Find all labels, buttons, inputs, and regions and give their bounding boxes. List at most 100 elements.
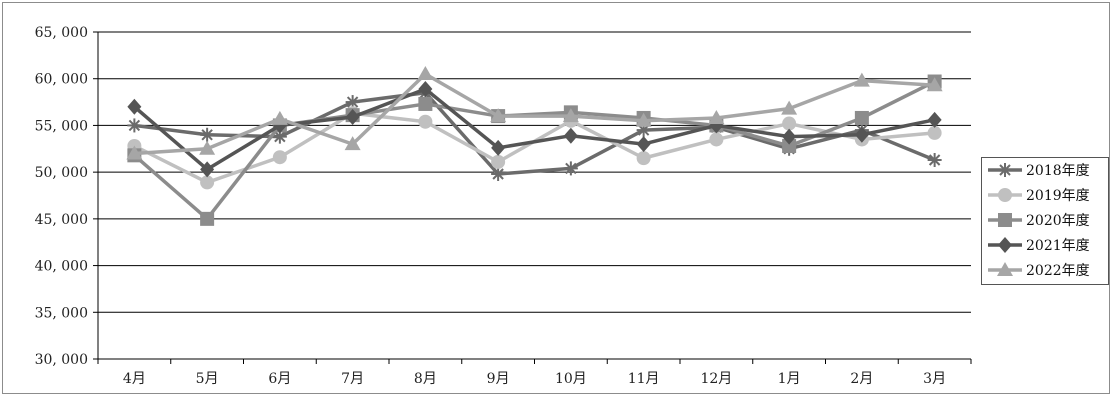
data-point — [782, 116, 797, 131]
y-tick-label: 65, 000 — [35, 25, 88, 41]
data-point — [271, 110, 288, 125]
data-point — [127, 98, 142, 115]
series-line — [134, 72, 935, 156]
data-point — [490, 108, 507, 123]
x-tick-label: 9月 — [487, 371, 510, 387]
series-line — [133, 79, 936, 221]
data-point — [417, 66, 434, 81]
legend-item: 2018年度 — [982, 158, 1108, 183]
data-point — [200, 211, 215, 226]
x-tick-label: 2月 — [850, 371, 873, 387]
data-point — [854, 110, 869, 125]
data-point — [927, 125, 942, 140]
data-point — [998, 163, 1012, 178]
legend-label-2018: 2018年度 — [1026, 163, 1090, 180]
data-point — [998, 188, 1012, 203]
data-point — [998, 236, 1012, 253]
y-tick-label: 55, 000 — [35, 118, 88, 134]
data-point — [635, 112, 652, 127]
data-point — [562, 108, 579, 123]
data-point — [781, 100, 798, 115]
legend-swatch-2018 — [988, 163, 1022, 178]
x-tick-label: 11月 — [628, 371, 660, 387]
data-point — [708, 109, 725, 124]
series-lines — [126, 66, 943, 226]
legend-swatch-2019 — [988, 188, 1022, 203]
legend-marker — [998, 163, 1012, 178]
legend: 2018年度 2019年度 2020年度 2021年度 2022年度 — [981, 157, 1109, 285]
y-tick-labels: 30, 000 35, 000 40, 000 45, 000 50, 000 55, 0… — [35, 25, 88, 368]
data-point-stroke — [346, 96, 359, 108]
data-point-stroke — [565, 162, 577, 175]
x-tick-label: 5月 — [196, 371, 219, 387]
legend-marker — [998, 212, 1012, 227]
legend-label-2021: 2021年度 — [1026, 237, 1090, 254]
legend-item: 2020年度 — [982, 208, 1108, 233]
data-point — [563, 161, 578, 176]
data-point — [272, 150, 287, 165]
data-point — [927, 111, 942, 128]
x-tick-label: 1月 — [778, 371, 801, 387]
data-point — [345, 109, 360, 126]
x-tick-label: 4月 — [123, 371, 146, 387]
data-point — [200, 127, 215, 142]
legend-swatch-2022 — [988, 261, 1022, 276]
data-point — [782, 138, 797, 153]
data-point-stroke — [492, 168, 504, 180]
legend-label-2022: 2022年度 — [1026, 262, 1090, 279]
data-point-stroke — [928, 154, 941, 166]
y-tick-label: 50, 000 — [35, 165, 88, 181]
x-tick-label: 10月 — [555, 371, 587, 387]
x-tick-label: 8月 — [414, 371, 437, 387]
data-point-stroke — [637, 124, 650, 136]
x-tick-labels: 4月 5月 6月 7月 8月 9月 10月 11月 12月 1月 2月 3月 — [123, 371, 946, 387]
legend-marker — [998, 236, 1012, 253]
axes — [93, 31, 972, 364]
line-chart: 30, 000 35, 000 40, 000 45, 000 50, 000 55, 0… — [35, 25, 972, 387]
data-point — [636, 136, 651, 153]
data-point — [997, 261, 1013, 276]
data-point — [418, 96, 433, 111]
data-point — [998, 212, 1012, 227]
data-point — [491, 139, 506, 156]
y-tick-label: 40, 000 — [35, 259, 88, 275]
series-2022年度 — [126, 66, 943, 160]
data-point — [491, 154, 506, 169]
data-point — [126, 145, 143, 160]
legend-swatch-2020 — [988, 212, 1022, 227]
x-tick-label: 7月 — [341, 371, 364, 387]
data-point — [926, 77, 943, 92]
y-tick-label: 30, 000 — [35, 352, 88, 368]
legend-marker — [998, 188, 1012, 203]
legend-marker — [997, 261, 1013, 276]
y-tick-label: 35, 000 — [35, 305, 88, 321]
series-2019年度 — [127, 106, 942, 190]
x-tick-label: 6月 — [268, 371, 291, 387]
data-point — [853, 72, 870, 87]
chart-frame: 30, 000 35, 000 40, 000 45, 000 50, 000 55, 0… — [2, 2, 1110, 394]
x-tick-label: 3月 — [923, 371, 946, 387]
series-line — [133, 87, 935, 172]
data-point — [709, 132, 724, 147]
legend-swatch-2021 — [988, 236, 1022, 253]
series-line — [134, 90, 936, 176]
legend-label-2019: 2019年度 — [1026, 188, 1090, 205]
legend-label-2020: 2020年度 — [1026, 212, 1090, 229]
legend-item: 2019年度 — [982, 183, 1108, 208]
data-point — [418, 80, 433, 97]
data-point — [127, 118, 142, 133]
data-point — [200, 161, 215, 178]
data-point-stroke — [999, 164, 1011, 177]
data-point — [200, 175, 215, 190]
data-point-stroke — [128, 119, 141, 132]
data-point-stroke — [274, 130, 286, 143]
x-tick-label: 12月 — [700, 371, 732, 387]
data-point — [563, 127, 578, 144]
data-point — [344, 136, 361, 151]
data-point — [782, 128, 797, 145]
data-point — [491, 167, 506, 182]
y-tick-label: 60, 000 — [35, 72, 88, 88]
data-point — [199, 140, 216, 155]
data-point-stroke — [201, 129, 213, 141]
data-point — [927, 152, 942, 167]
